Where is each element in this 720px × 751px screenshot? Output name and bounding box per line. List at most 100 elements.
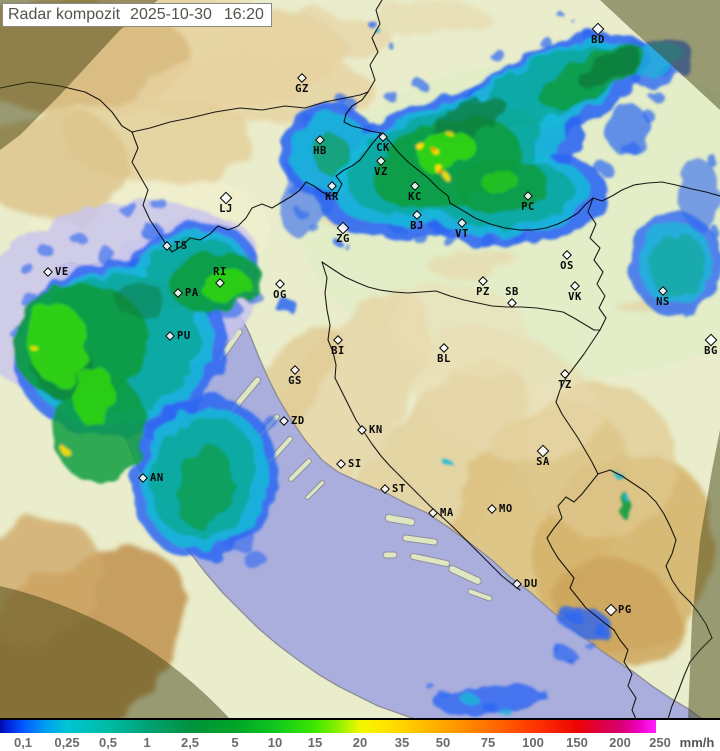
station-label: KN [369, 423, 383, 436]
station-label: BG [704, 345, 718, 357]
legend-tick-20: 20 [352, 735, 368, 750]
radar-blob-blue [621, 141, 639, 155]
radar-blob-blue [680, 160, 720, 230]
country-borders [0, 0, 720, 719]
radar-blob-blue [435, 685, 545, 715]
legend-tick-150: 150 [566, 735, 588, 750]
legend-tick-50: 50 [435, 735, 451, 750]
radar-blob-yel [416, 142, 424, 150]
radar-blob-yel [63, 448, 69, 456]
station-label: HB [313, 145, 327, 157]
map-time: 16:20 [223, 6, 264, 23]
radar-blob-blue [344, 244, 350, 250]
radar-blob-grn [177, 446, 233, 530]
radar-blob-org [438, 169, 444, 175]
radar-blob-blue [606, 104, 650, 156]
station-label: SI [348, 457, 362, 470]
radar-blob-blue [568, 16, 572, 20]
legend-unit: mm/h [679, 735, 715, 750]
station-label: RI [213, 266, 227, 278]
radar-blob-blue [37, 244, 53, 256]
station-label: VT [455, 228, 469, 240]
radar-blob-blue [708, 154, 716, 166]
station-label: VE [55, 265, 69, 278]
radar-blob-blue [413, 80, 427, 90]
radar-blob-bgrn [416, 131, 476, 173]
radar-blob-blue [286, 183, 298, 193]
station-label: TS [174, 239, 188, 252]
station-label: BJ [410, 220, 424, 232]
legend-tick-5: 5 [231, 735, 239, 750]
station-label: KC [408, 191, 422, 203]
radar-blob-blue [138, 222, 162, 238]
radar-blob-blue [243, 552, 267, 568]
legend-tick-0_25: 0,25 [54, 735, 80, 750]
radar-blob-bgrn [27, 302, 89, 386]
legend-tick-2_5: 2,5 [180, 735, 200, 750]
station-label: MA [440, 506, 454, 519]
radar-blob-blue [313, 228, 323, 236]
station-label: AN [150, 471, 164, 484]
radar-blob-blue [551, 644, 561, 652]
station-label: NS [656, 296, 670, 308]
legend-tick-0_5: 0,5 [98, 735, 118, 750]
radar-blob-blue [413, 233, 427, 243]
station-label: OG [273, 289, 287, 301]
radar-blob-blue [152, 199, 168, 211]
radar-blob-dgrn [578, 48, 642, 88]
title-bar: Radar kompozit 2025-10-30 16:20 [2, 3, 272, 27]
map-canvas [0, 0, 720, 719]
map-title: Radar kompozit [8, 6, 121, 23]
station-label: PU [177, 329, 191, 342]
radar-blob-blue [72, 234, 88, 246]
radar-blob-blue [585, 33, 599, 43]
radar-blob-blue [481, 701, 495, 711]
legend-tick-200: 200 [609, 735, 631, 750]
radar-blob-blue [480, 236, 496, 248]
radar-blob-blue [710, 225, 718, 235]
radar-blob-blue [585, 641, 595, 649]
radar-blob-teal [650, 232, 706, 300]
radar-blob-cyan [624, 495, 630, 501]
radar-blob-blue [120, 203, 140, 217]
radar-blob-cyan [443, 459, 451, 465]
legend-tick-100: 100 [522, 735, 544, 750]
station-label: GZ [295, 83, 309, 95]
station-label: PZ [476, 286, 490, 298]
station-label: BL [437, 353, 451, 365]
radar-blob-blue [383, 90, 397, 100]
radar-blob-dgrn [115, 282, 165, 318]
station-label: ZG [336, 233, 350, 245]
radar-blob-blue [95, 247, 115, 263]
station-label: MO [499, 502, 513, 515]
radar-blob-bgrn [482, 169, 518, 195]
radar-blob-yel [445, 129, 451, 135]
radar-blob-blue [602, 632, 614, 640]
radar-blob-blue [440, 691, 450, 699]
radar-blob-blue [294, 207, 306, 217]
station-label: GS [288, 375, 302, 387]
station-label: BD [591, 34, 605, 46]
station-label: PC [521, 201, 535, 213]
radar-blob-org [430, 146, 434, 150]
legend: 0,1 0,25 0,5 1 2,5 5 10 15 20 35 50 75 100 150 200 250 m… [0, 720, 720, 751]
radar-blob-blue [568, 659, 576, 665]
legend-tick-10: 10 [267, 735, 283, 750]
radar-blob-blue [21, 264, 35, 276]
station-label: CK [376, 142, 390, 154]
radar-precipitation-layer [0, 9, 720, 716]
station-label: ZD [291, 414, 305, 427]
radar-blob-cyan [632, 41, 684, 79]
radar-blob-blue [428, 685, 436, 691]
radar-blob-cyan [462, 694, 478, 706]
radar-blob-cyan [499, 708, 511, 716]
radar-blob-blue [390, 45, 396, 51]
radar-blob-blue [369, 21, 377, 29]
station-label: VZ [374, 166, 388, 178]
radar-blob-blue [260, 418, 280, 432]
radar-blob-blue [333, 239, 341, 245]
station-label: DU [524, 577, 538, 590]
radar-blob-yel [443, 173, 449, 179]
station-label: KR [325, 191, 339, 203]
